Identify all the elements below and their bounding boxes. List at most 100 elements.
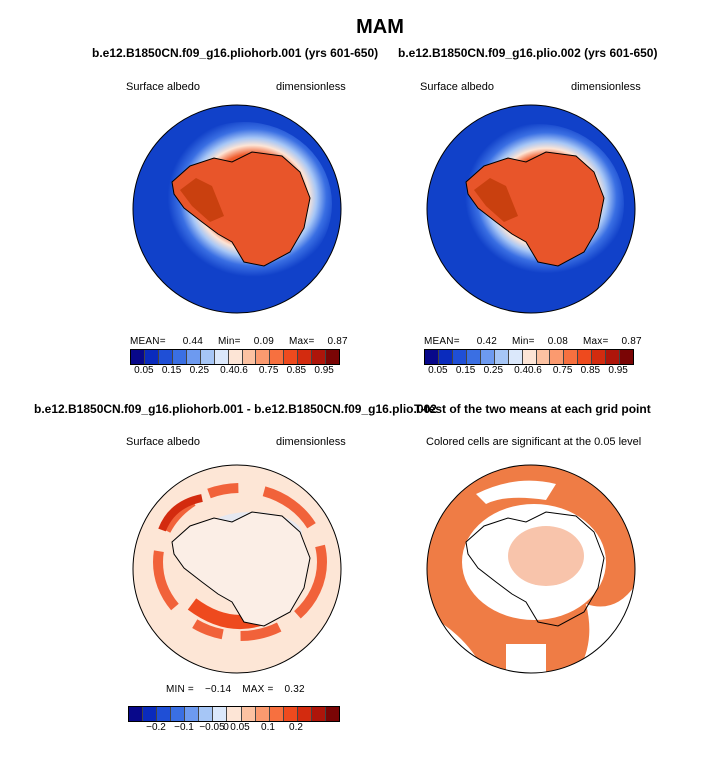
colorbar-tick-label: 0.4 — [220, 365, 235, 376]
colorbar-swatch — [466, 350, 481, 364]
figure-title: MAM — [356, 16, 404, 38]
panel2-continent — [465, 151, 605, 267]
colorbar-swatch — [522, 350, 537, 364]
panel1-variable-label: Surface albedo — [126, 81, 200, 93]
panel2-colorbar — [424, 349, 634, 365]
panel1-colorbar — [130, 349, 340, 365]
panel1-map — [132, 104, 342, 314]
colorbar-tick-label: 0.6 — [233, 365, 248, 376]
colorbar-tick-label: 0.05 — [230, 722, 250, 733]
colorbar-swatch — [241, 707, 256, 721]
colorbar-swatch — [312, 350, 327, 364]
panel1-max-label: Max= — [288, 336, 315, 347]
panel2-max-value: 0.87 — [621, 336, 642, 347]
colorbar-swatch — [325, 707, 339, 721]
colorbar-swatch — [255, 707, 270, 721]
colorbar-swatch — [311, 707, 326, 721]
colorbar-swatch — [452, 350, 467, 364]
panel1-units-label: dimensionless — [276, 81, 346, 93]
colorbar-tick-label: 0.1 — [261, 722, 275, 733]
panel3-max-value: 0.32 — [284, 684, 305, 695]
colorbar-swatch — [199, 707, 214, 721]
colorbar-swatch — [158, 350, 173, 364]
panel2-colorbar-ticks: 0.05 0.15 0.25 0.4 0.6 0.75 0.85 0.95 — [424, 365, 632, 379]
colorbar-tick-label: 0.6 — [527, 365, 542, 376]
panel3-colorbar — [128, 706, 340, 722]
colorbar-swatch — [185, 707, 200, 721]
colorbar-swatch — [480, 350, 495, 364]
colorbar-tick-label: 0.75 — [552, 365, 573, 376]
colorbar-swatch — [508, 350, 523, 364]
colorbar-swatch — [269, 707, 284, 721]
panel4-continent — [465, 511, 605, 627]
panel1-max-value: 0.87 — [327, 336, 348, 347]
colorbar-tick-label: 0.75 — [258, 365, 279, 376]
panel3-map — [132, 464, 342, 674]
colorbar-swatch — [536, 350, 551, 364]
colorbar-tick-label: 0.25 — [483, 365, 504, 376]
colorbar-swatch — [298, 350, 313, 364]
panel1-mean-label: MEAN= — [130, 336, 166, 347]
panel3-min-value: −0.14 — [204, 684, 232, 695]
colorbar-swatch — [144, 350, 159, 364]
colorbar-tick-label: 0.95 — [608, 365, 628, 376]
panel2-map — [426, 104, 636, 314]
colorbar-swatch — [200, 350, 215, 364]
colorbar-swatch — [438, 350, 453, 364]
panel3-units-label: dimensionless — [276, 436, 346, 448]
colorbar-swatch — [157, 707, 172, 721]
colorbar-swatch — [494, 350, 509, 364]
panel3-variable-label: Surface albedo — [126, 436, 200, 448]
panel2-mean-label: MEAN= — [424, 336, 460, 347]
colorbar-tick-label: 0.85 — [286, 365, 307, 376]
colorbar-swatch — [283, 707, 298, 721]
colorbar-tick-label: 0.15 — [161, 365, 182, 376]
colorbar-tick-label: 0.05 — [134, 365, 154, 376]
colorbar-swatch — [578, 350, 593, 364]
panel3-min-label: MIN = — [166, 684, 194, 695]
panel3-continent — [171, 511, 311, 627]
panel1-continent — [171, 151, 311, 267]
colorbar-swatch — [131, 350, 145, 364]
colorbar-swatch — [270, 350, 285, 364]
panel1-mean-value: 0.44 — [182, 336, 203, 347]
panel1-min-value: 0.09 — [253, 336, 274, 347]
colorbar-swatch — [214, 350, 229, 364]
panel2-mean-value: 0.42 — [476, 336, 497, 347]
colorbar-tick-label: −0.05 — [199, 722, 225, 733]
colorbar-tick-label: 0.2 — [289, 722, 303, 733]
panel2-title: b.e12.B1850CN.f09_g16.plio.002 (yrs 601-… — [398, 46, 658, 60]
panel2-min-label: Min= — [511, 336, 535, 347]
colorbar-tick-label: 0.95 — [314, 365, 334, 376]
panel3-title: b.e12.B1850CN.f09_g16.pliohorb.001 - b.e… — [34, 402, 437, 416]
colorbar-swatch — [213, 707, 228, 721]
colorbar-swatch — [172, 350, 187, 364]
colorbar-tick-label: −0.2 — [146, 722, 166, 733]
panel1-min-label: Min= — [217, 336, 241, 347]
panel4-map — [426, 464, 636, 674]
colorbar-swatch — [284, 350, 299, 364]
colorbar-tick-label: −0.1 — [174, 722, 194, 733]
colorbar-tick-label: 0.25 — [189, 365, 210, 376]
colorbar-swatch — [242, 350, 257, 364]
panel3-max-label: MAX = — [242, 684, 274, 695]
colorbar-swatch — [592, 350, 607, 364]
colorbar-swatch — [297, 707, 312, 721]
panel2-max-label: Max= — [582, 336, 609, 347]
colorbar-swatch — [227, 707, 242, 721]
colorbar-swatch — [326, 350, 340, 364]
colorbar-swatch — [550, 350, 565, 364]
panel3-stats: MIN = −0.14 MAX = 0.32 — [166, 684, 305, 695]
panel2-variable-label: Surface albedo — [420, 81, 494, 93]
panel4-subtitle: Colored cells are significant at the 0.0… — [426, 436, 642, 448]
panel2-min-value: 0.08 — [547, 336, 568, 347]
panel4-title: T-test of the two means at each grid poi… — [414, 402, 651, 416]
colorbar-tick-label: 0 — [223, 722, 229, 733]
colorbar-tick-label: 0.05 — [428, 365, 448, 376]
colorbar-swatch — [256, 350, 271, 364]
colorbar-tick-label: 0.85 — [580, 365, 601, 376]
colorbar-swatch — [425, 350, 439, 364]
colorbar-swatch — [186, 350, 201, 364]
colorbar-swatch — [143, 707, 158, 721]
panel1-stats: MEAN= 0.44 Min= 0.09 Max= 0.87 — [130, 336, 348, 347]
